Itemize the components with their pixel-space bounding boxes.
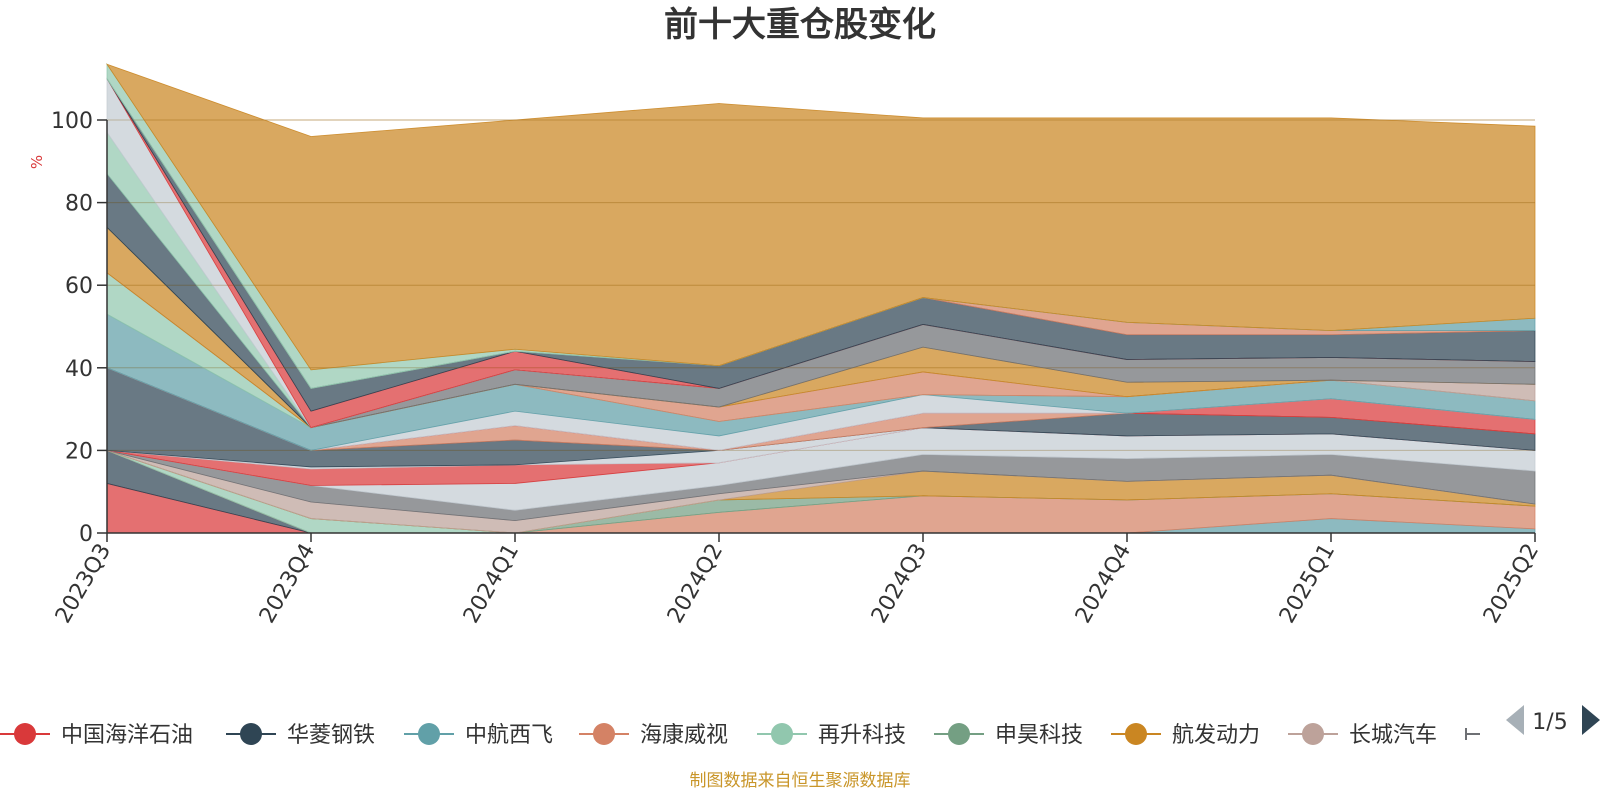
- y-tick-label-0: 0: [79, 522, 93, 547]
- legend-marker-icon: [948, 723, 970, 745]
- legend-label: 海康威视: [640, 723, 728, 748]
- legend-marker-icon: [593, 723, 615, 745]
- legend-label: 中国海洋石油: [61, 723, 193, 748]
- legend-label: 航发动力: [1172, 723, 1260, 748]
- legend-item-1[interactable]: 华菱钢铁: [226, 723, 375, 748]
- x-tick-label-2: 2024Q1: [459, 540, 524, 628]
- x-tick-label-4: 2024Q3: [867, 540, 932, 628]
- legend[interactable]: 中国海洋石油 华菱钢铁 中航西飞 海康威视 再升科技 申昊科技 航发动力 长城汽车: [0, 723, 1480, 748]
- y-tick-label-2: 40: [65, 357, 93, 382]
- x-tick-label-6: 2025Q1: [1275, 540, 1340, 628]
- y-tick-label-1: 20: [65, 439, 93, 464]
- area-series-30: [105, 63, 1536, 371]
- x-tick-label-0: 2023Q3: [51, 540, 116, 628]
- legend-label: 华菱钢铁: [287, 723, 375, 748]
- legend-item-2[interactable]: 中航西飞: [404, 723, 553, 748]
- legend-marker-icon: [1302, 723, 1324, 745]
- y-tick-label-5: 100: [51, 109, 93, 134]
- legend-label: 长城汽车: [1349, 723, 1437, 748]
- y-tick-label-4: 80: [65, 192, 93, 217]
- x-tick-label-7: 2025Q2: [1479, 540, 1544, 628]
- legend-item-7[interactable]: 长城汽车: [1288, 723, 1437, 748]
- legend-label: 再升科技: [818, 723, 906, 748]
- data-source-note: 制图数据来自恒生聚源数据库: [690, 771, 911, 791]
- stacked-areas: [105, 62, 1536, 534]
- chart-title: 前十大重仓股变化: [664, 5, 936, 45]
- x-tick-label-5: 2024Q4: [1071, 540, 1136, 628]
- legend-pager[interactable]: 1/5: [1506, 705, 1600, 735]
- legend-label: 中航西飞: [465, 723, 553, 748]
- legend-item-0[interactable]: 中国海洋石油: [0, 723, 193, 748]
- legend-page-indicator: 1/5: [1532, 710, 1567, 735]
- x-tick-label-3: 2024Q2: [663, 540, 728, 628]
- legend-marker-icon: [240, 723, 262, 745]
- legend-item-5[interactable]: 申昊科技: [934, 723, 1083, 748]
- y-tick-label-3: 60: [65, 274, 93, 299]
- y-axis-unit: %: [28, 155, 46, 169]
- legend-marker-icon: [418, 723, 440, 745]
- legend-item-3[interactable]: 海康威视: [579, 723, 728, 748]
- x-tick-label-1: 2023Q4: [255, 540, 320, 628]
- legend-marker-icon: [1125, 723, 1147, 745]
- legend-marker-icon: [14, 723, 36, 745]
- legend-item-6[interactable]: 航发动力: [1111, 723, 1260, 748]
- legend-label: 申昊科技: [995, 723, 1083, 748]
- legend-item-4[interactable]: 再升科技: [757, 723, 906, 748]
- legend-next-icon[interactable]: [1582, 705, 1600, 735]
- legend-marker-icon: [771, 723, 793, 745]
- legend-prev-icon[interactable]: [1506, 705, 1524, 735]
